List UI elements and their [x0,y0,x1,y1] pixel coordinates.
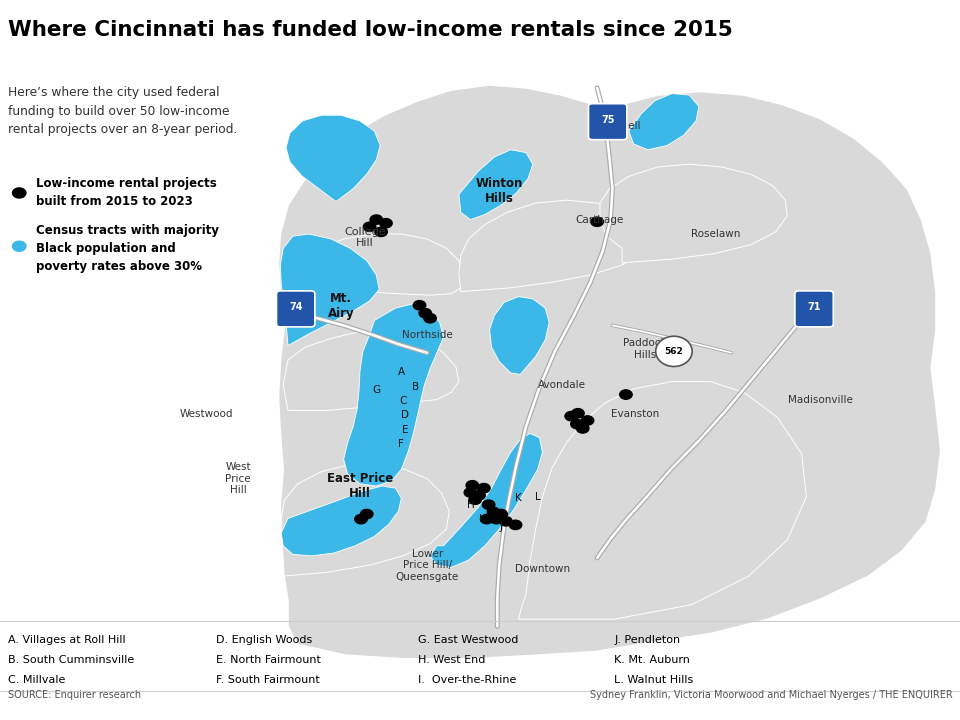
Text: Northside: Northside [402,330,452,340]
Text: H. West End: H. West End [418,655,485,665]
Text: Mt.
Airy: Mt. Airy [327,292,354,320]
Text: E. North Fairmount: E. North Fairmount [216,655,321,665]
Text: Downtown: Downtown [515,564,570,574]
Text: Carthage: Carthage [576,215,624,225]
Circle shape [482,500,495,510]
Circle shape [495,510,507,518]
Text: C: C [399,396,407,406]
FancyBboxPatch shape [588,104,627,140]
Polygon shape [459,150,533,220]
Circle shape [374,228,388,236]
Circle shape [12,188,26,198]
Text: Winton
Hills: Winton Hills [475,177,523,204]
Text: A. Villages at Roll Hill: A. Villages at Roll Hill [8,635,126,645]
Circle shape [571,409,584,418]
FancyBboxPatch shape [795,291,833,327]
Text: Hartwell: Hartwell [597,121,641,131]
Circle shape [464,488,476,498]
Text: B. South Cumminsville: B. South Cumminsville [8,655,134,665]
Text: Sydney Franklin, Victoria Moorwood and Michael Nyerges / THE ENQUIRER: Sydney Franklin, Victoria Moorwood and M… [589,690,952,700]
Text: Westwood: Westwood [180,409,233,419]
Text: Paddock
Hills: Paddock Hills [623,338,667,360]
Polygon shape [600,164,787,263]
Circle shape [590,217,604,227]
Text: C. Millvale: C. Millvale [8,675,65,685]
Polygon shape [490,297,549,374]
Text: D. English Woods: D. English Woods [216,635,312,645]
Text: Here’s where the city used federal
funding to build over 50 low-income
rental pr: Here’s where the city used federal fundi… [8,86,237,136]
Text: D: D [401,410,409,420]
Text: I: I [478,514,482,524]
Polygon shape [278,85,941,659]
Text: L: L [535,492,540,502]
Text: I.  Over-the-Rhine: I. Over-the-Rhine [418,675,516,685]
Ellipse shape [656,336,692,366]
Text: B: B [412,382,420,392]
Text: 562: 562 [664,347,684,356]
Circle shape [490,514,503,524]
Text: L. Walnut Hills: L. Walnut Hills [614,675,694,685]
Text: Lower
Price Hill/
Queensgate: Lower Price Hill/ Queensgate [396,549,459,582]
Polygon shape [280,234,379,346]
Circle shape [487,507,499,517]
Text: Evanston: Evanston [612,409,660,419]
Circle shape [477,484,491,493]
Text: Avondale: Avondale [538,380,586,390]
Text: College
Hill: College Hill [344,227,386,248]
Circle shape [581,416,593,425]
Text: SOURCE: Enquirer research: SOURCE: Enquirer research [8,690,141,700]
Text: J. Pendleton: J. Pendleton [614,635,681,645]
Text: Madisonville: Madisonville [788,395,853,405]
Text: West
Price
Hill: West Price Hill [226,462,251,495]
Text: H: H [467,500,474,510]
Text: G: G [372,385,380,395]
Circle shape [419,309,432,318]
Circle shape [499,517,513,526]
Circle shape [423,314,436,323]
Circle shape [354,514,367,524]
Text: Census tracts with majority
Black population and
poverty rates above 30%: Census tracts with majority Black popula… [36,224,220,273]
Polygon shape [518,382,806,619]
Text: K: K [515,493,522,503]
Text: 74: 74 [289,302,302,312]
Circle shape [12,241,26,251]
Text: 75: 75 [601,115,614,125]
Circle shape [620,390,633,399]
Polygon shape [286,234,463,295]
Text: East Price
Hill: East Price Hill [326,472,394,500]
Text: Low-income rental projects
built from 2015 to 2023: Low-income rental projects built from 20… [36,177,217,209]
FancyBboxPatch shape [276,291,315,327]
Text: F: F [398,439,404,449]
Text: F. South Fairmount: F. South Fairmount [216,675,320,685]
Text: Roselawn: Roselawn [690,229,740,239]
Text: Where Cincinnati has funded low-income rentals since 2015: Where Cincinnati has funded low-income r… [8,20,732,40]
Circle shape [564,412,577,421]
Polygon shape [459,200,651,292]
Circle shape [468,495,481,505]
Circle shape [509,520,522,530]
Polygon shape [629,94,699,150]
Polygon shape [281,486,401,556]
Polygon shape [286,115,380,202]
Circle shape [380,219,393,228]
Circle shape [576,423,589,433]
Text: J: J [499,522,503,532]
Circle shape [481,514,493,524]
Circle shape [363,222,376,232]
Polygon shape [430,433,542,567]
Circle shape [413,301,426,310]
Circle shape [361,510,372,518]
Text: G. East Westwood: G. East Westwood [418,635,518,645]
Text: E: E [402,425,408,435]
Text: A: A [397,367,405,377]
Polygon shape [283,331,459,410]
Text: 71: 71 [807,302,821,312]
Circle shape [370,215,382,225]
Circle shape [466,481,478,490]
Circle shape [570,419,584,429]
Text: K. Mt. Auburn: K. Mt. Auburn [614,655,690,665]
Circle shape [472,491,486,500]
Polygon shape [281,464,449,576]
Polygon shape [344,304,444,486]
